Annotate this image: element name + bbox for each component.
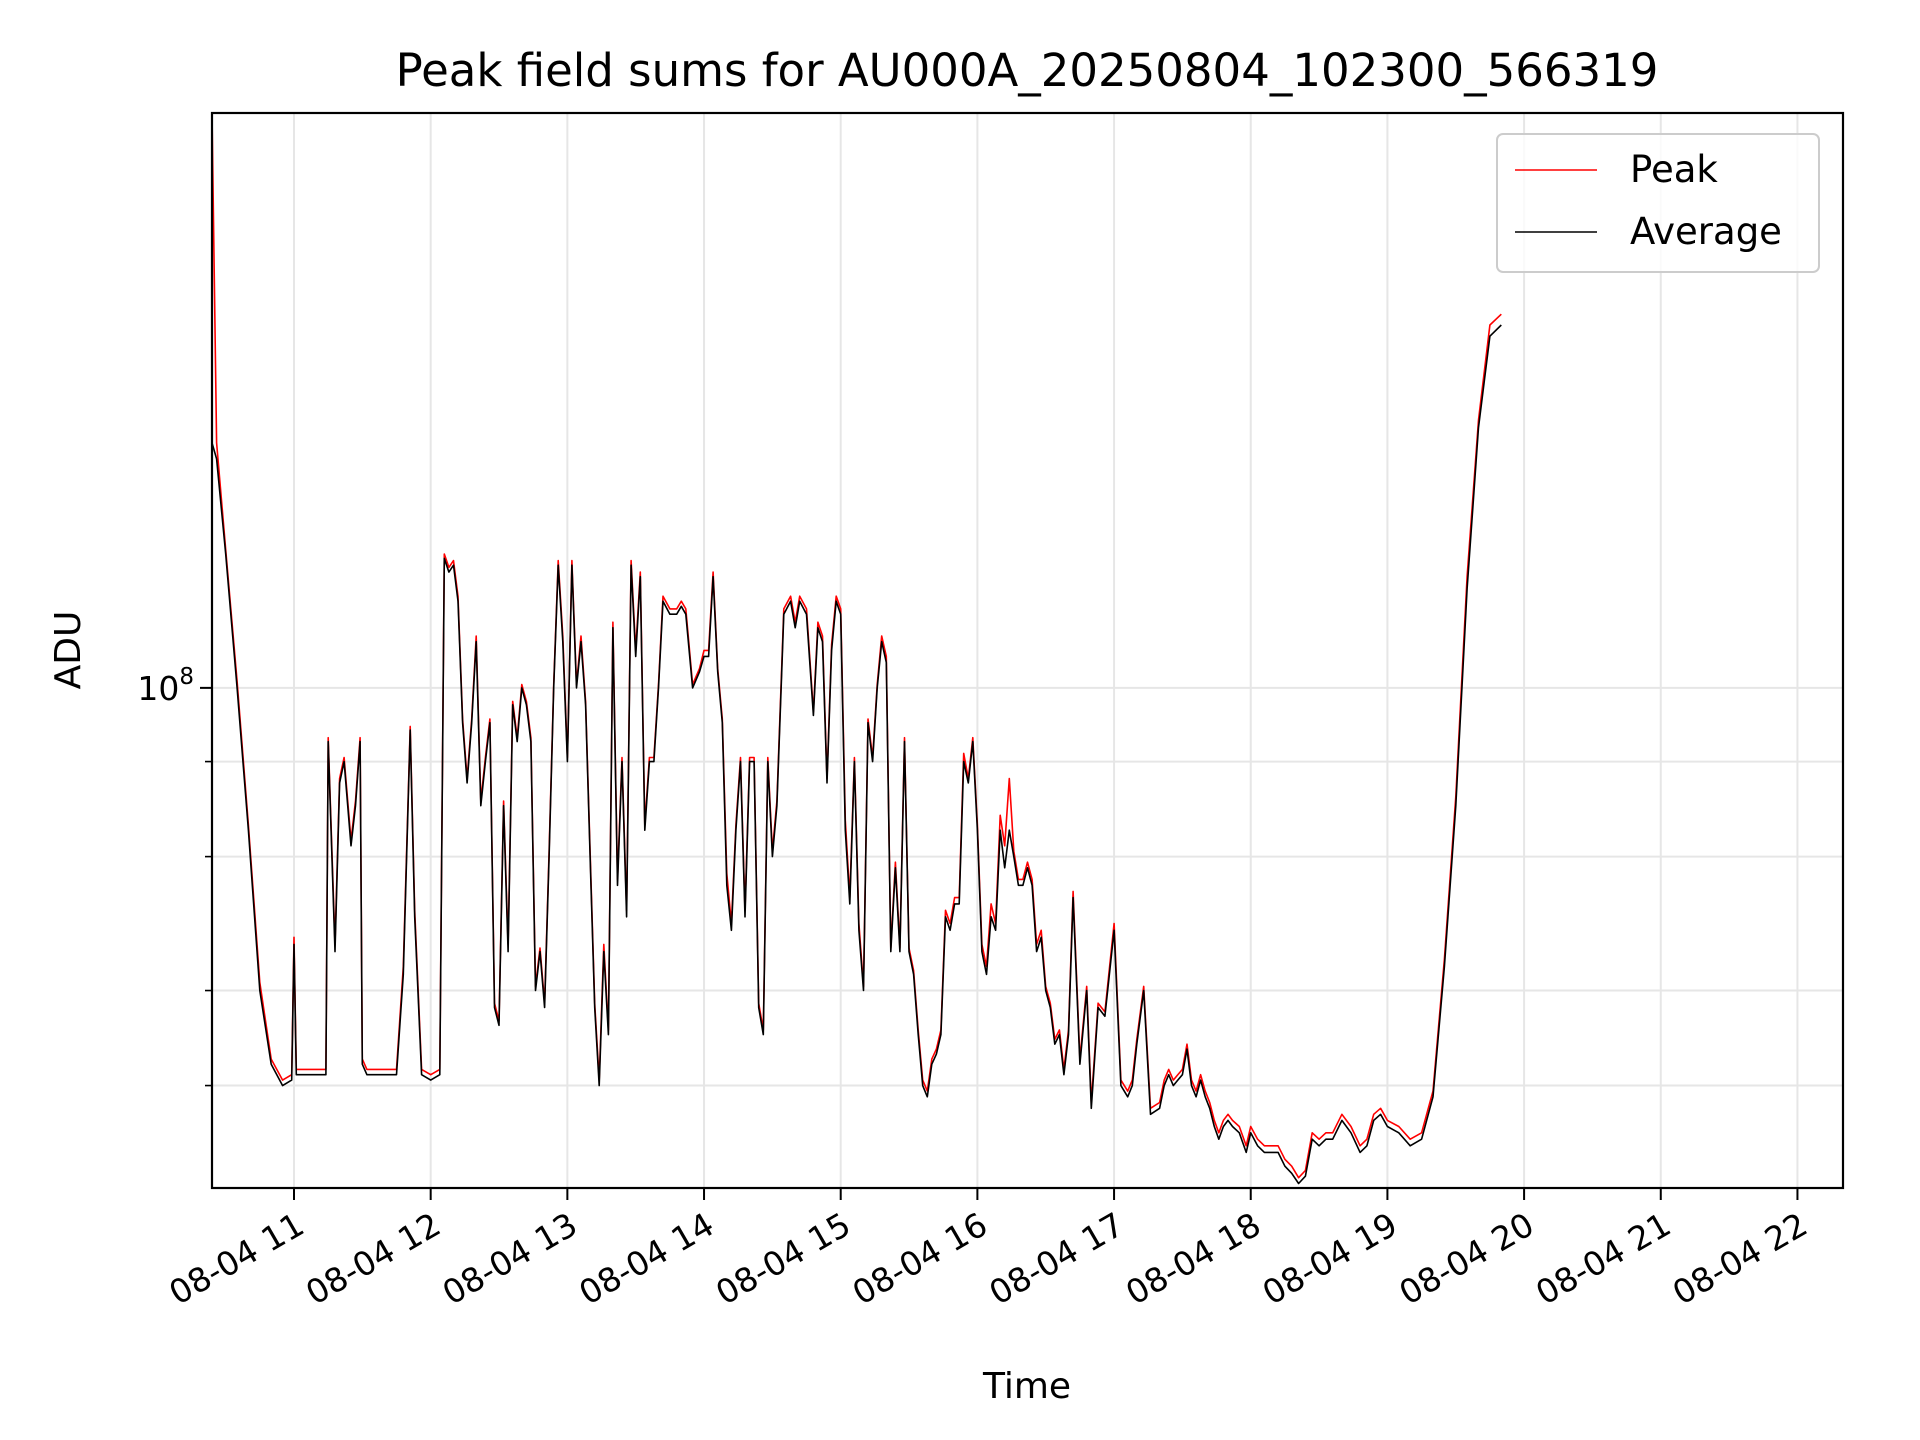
legend: Peak Average — [1496, 133, 1820, 273]
legend-label-average: Average — [1630, 210, 1782, 253]
y-tick-label: 108 — [137, 664, 194, 708]
series-line-average — [212, 324, 1502, 1185]
x-axis-label: Time — [982, 1366, 1071, 1407]
y-tick-label-exponent: 8 — [179, 664, 194, 690]
legend-label-peak: Peak — [1630, 148, 1718, 191]
grid — [212, 113, 1843, 1188]
plot-frame — [210, 111, 1845, 1190]
y-axis-label: ADU — [48, 611, 89, 690]
chart-title: Peak field sums for AU000A_20250804_1023… — [396, 44, 1659, 97]
legend-box — [1496, 133, 1820, 273]
y-tick-label-base: 10 — [137, 669, 179, 708]
y-axis-ticks: 108 — [137, 664, 212, 1087]
plot-lines — [212, 113, 1502, 1185]
